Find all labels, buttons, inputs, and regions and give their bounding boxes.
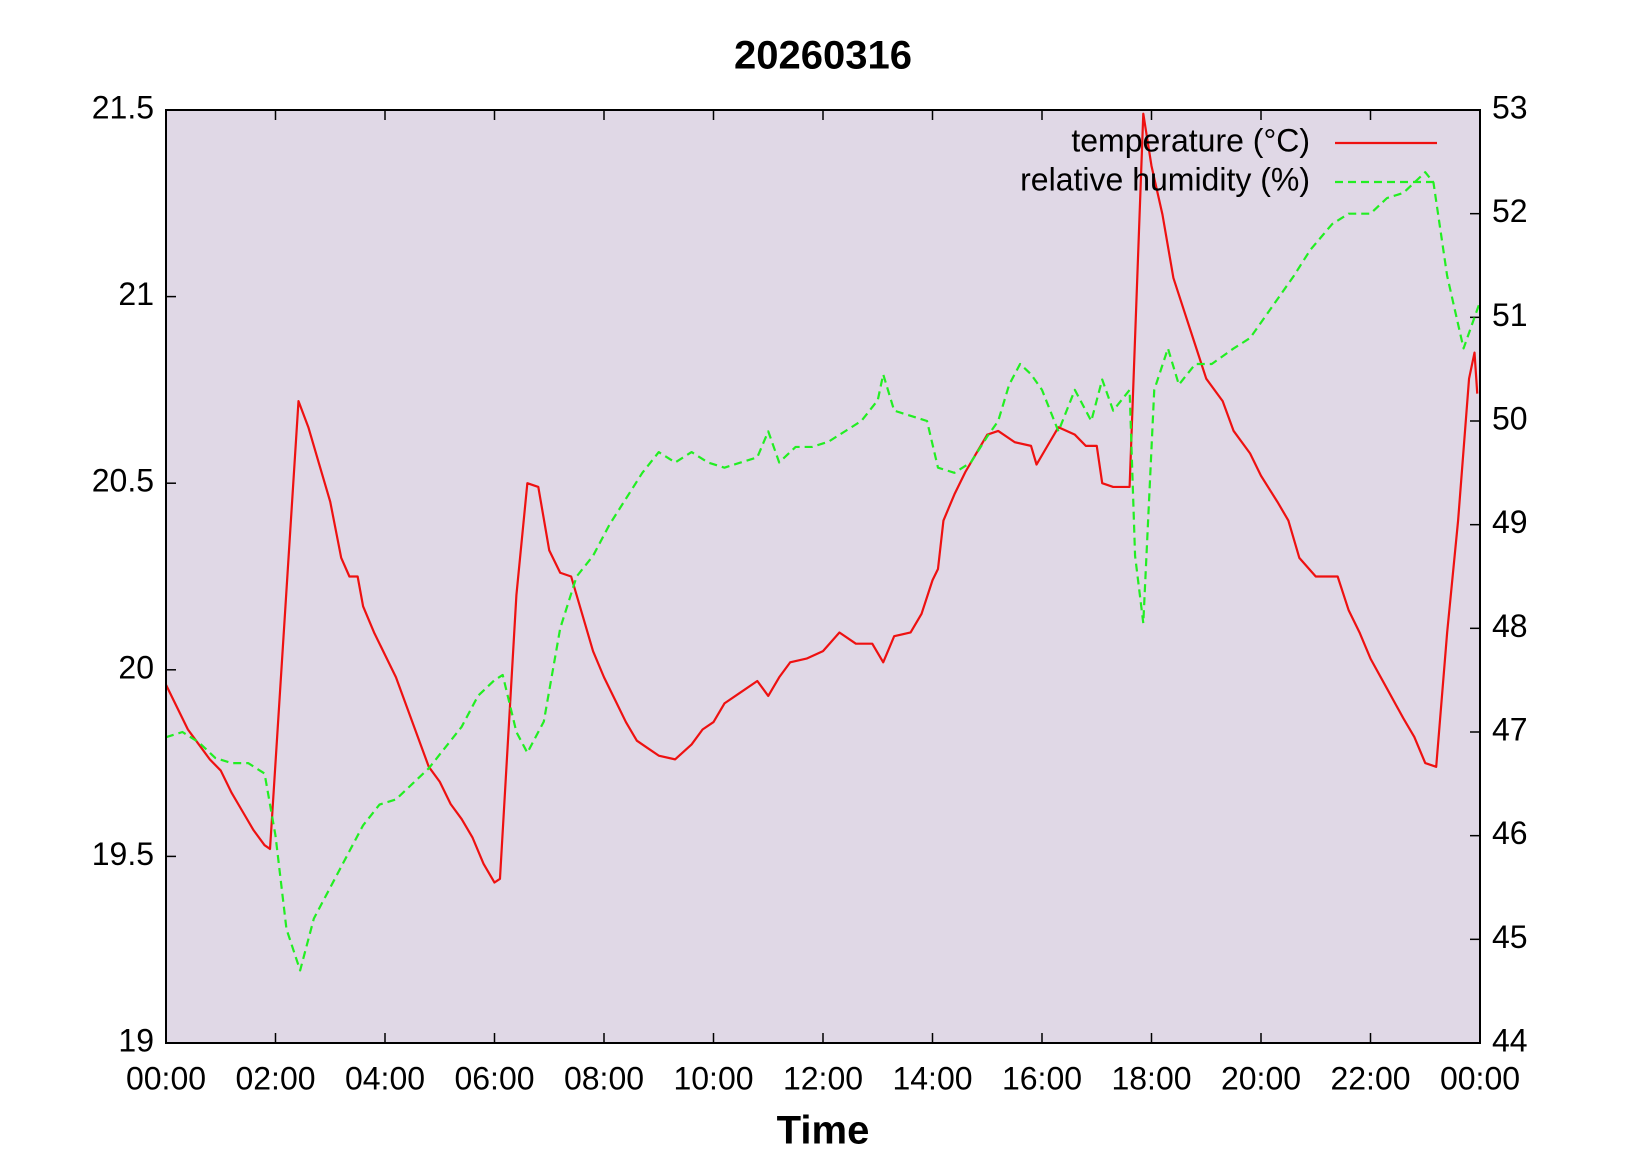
plot-area	[166, 110, 1480, 1043]
x-tick-label: 00:00	[126, 1060, 206, 1096]
x-tick-label: 04:00	[345, 1060, 425, 1096]
y2-tick-label: 45	[1492, 919, 1528, 955]
x-tick-label: 00:00	[1440, 1060, 1520, 1096]
y2-tick-label: 46	[1492, 815, 1528, 851]
x-tick-label: 12:00	[783, 1060, 863, 1096]
y-tick-label: 21	[118, 276, 154, 312]
y-tick-label: 20.5	[92, 463, 154, 499]
legend-label: temperature (°C)	[1071, 122, 1310, 158]
y2-tick-label: 52	[1492, 193, 1528, 229]
legend-label: relative humidity (%)	[1020, 161, 1310, 197]
chart-title: 20260316	[734, 34, 912, 78]
y2-tick-label: 44	[1492, 1022, 1528, 1058]
x-tick-label: 14:00	[892, 1060, 972, 1096]
x-tick-label: 16:00	[1002, 1060, 1082, 1096]
y2-tick-label: 53	[1492, 89, 1528, 125]
y-tick-label: 19.5	[92, 836, 154, 872]
x-tick-label: 08:00	[564, 1060, 644, 1096]
y-tick-label: 20	[118, 649, 154, 685]
x-tick-label: 10:00	[673, 1060, 753, 1096]
x-tick-label: 20:00	[1221, 1060, 1301, 1096]
y-tick-label: 19	[118, 1022, 154, 1058]
x-axis-label: Time	[777, 1109, 870, 1153]
series-line	[165, 171, 1482, 972]
y2-tick-label: 51	[1492, 297, 1528, 333]
y2-tick-label: 47	[1492, 711, 1528, 747]
y-tick-label: 21.5	[92, 89, 154, 125]
y2-tick-label: 48	[1492, 608, 1528, 644]
series-line	[165, 112, 1479, 884]
x-tick-label: 06:00	[454, 1060, 534, 1096]
x-tick-label: 02:00	[235, 1060, 315, 1096]
x-tick-label: 22:00	[1330, 1060, 1410, 1096]
y2-tick-label: 50	[1492, 400, 1528, 436]
plot-border	[165, 109, 1481, 1044]
x-tick-label: 18:00	[1111, 1060, 1191, 1096]
y2-tick-label: 49	[1492, 504, 1528, 540]
